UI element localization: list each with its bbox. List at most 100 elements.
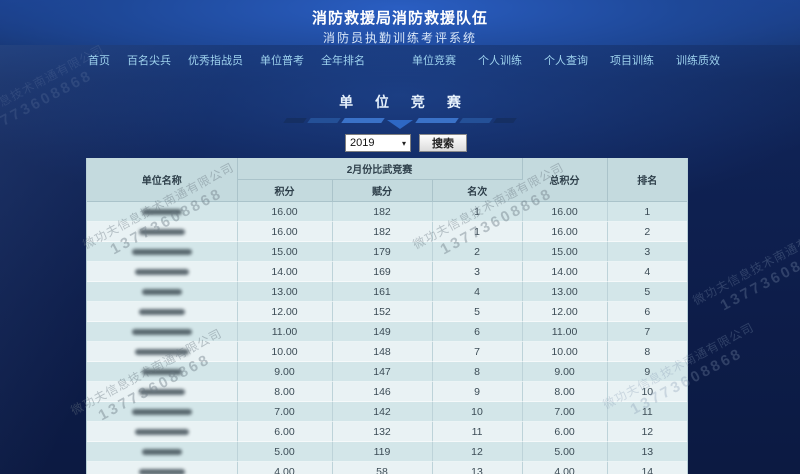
nav-left: 首页 百名尖兵 优秀指战员 单位普考 全年排名 <box>88 52 382 68</box>
redacted-unit-name <box>138 308 185 315</box>
points-cell: 147 <box>332 361 433 382</box>
unit-name-cell <box>87 201 238 222</box>
year-select[interactable]: 2019 ▾ <box>345 134 411 152</box>
redacted-unit-name <box>134 268 189 275</box>
main-nav: 首页 百名尖兵 优秀指战员 单位普考 全年排名 单位竞赛 个人训练 个人查询 项目训练 训练质效 <box>0 45 800 75</box>
total-cell: 16.00 <box>522 201 608 222</box>
nav-right: 单位竞赛 个人训练 个人查询 项目训练 训练质效 <box>390 52 720 68</box>
score-cell: 6.00 <box>237 421 333 442</box>
score-cell: 7.00 <box>237 401 333 422</box>
nav-link[interactable]: 个人查询 <box>544 55 588 67</box>
redacted-unit-name <box>141 448 182 455</box>
nav-link[interactable]: 单位竞赛 <box>412 55 456 67</box>
points-cell: 161 <box>332 281 433 302</box>
table-row: 5.00 119 12 5.00 13 <box>87 441 688 462</box>
total-cell: 9.00 <box>522 361 608 382</box>
points-cell: 179 <box>332 241 433 262</box>
place-cell: 7 <box>432 341 523 362</box>
place-cell: 1 <box>432 201 523 222</box>
rank-cell: 1 <box>607 201 688 222</box>
unit-name-cell <box>87 441 238 462</box>
col-points: 赋分 <box>332 179 433 202</box>
rank-cell: 9 <box>607 361 688 382</box>
table-row: 15.00 179 2 15.00 3 <box>87 241 688 262</box>
unit-name-cell <box>87 341 238 362</box>
nav-link[interactable]: 首页 <box>88 55 110 67</box>
points-cell: 142 <box>332 401 433 422</box>
rank-cell: 11 <box>607 401 688 422</box>
table-row: 4.00 58 13 4.00 14 <box>87 461 688 474</box>
redacted-unit-name <box>131 248 192 255</box>
nav-link[interactable]: 训练质效 <box>676 55 720 67</box>
col-total-score: 总积分 <box>522 158 608 202</box>
score-cell: 14.00 <box>237 261 333 282</box>
total-cell: 5.00 <box>522 441 608 462</box>
points-cell: 152 <box>332 301 433 322</box>
place-cell: 9 <box>432 381 523 402</box>
nav-link[interactable]: 单位普考 <box>260 55 304 67</box>
unit-name-cell <box>87 321 238 342</box>
total-cell: 13.00 <box>522 281 608 302</box>
title-decoration <box>275 117 525 133</box>
points-cell: 149 <box>332 321 433 342</box>
nav-link[interactable]: 项目训练 <box>610 55 654 67</box>
score-cell: 16.00 <box>237 201 333 222</box>
place-cell: 3 <box>432 261 523 282</box>
nav-link[interactable]: 优秀指战员 <box>188 55 243 67</box>
app-subtitle: 消防员执勤训练考评系统 <box>322 31 477 45</box>
unit-name-cell <box>87 361 238 382</box>
year-select-value: 2019 <box>350 137 375 149</box>
rank-cell: 8 <box>607 341 688 362</box>
unit-name-cell <box>87 221 238 242</box>
col-score: 积分 <box>237 179 333 202</box>
rank-cell: 14 <box>607 461 688 474</box>
unit-name-cell <box>87 461 238 474</box>
total-cell: 16.00 <box>522 221 608 242</box>
place-cell: 13 <box>432 461 523 474</box>
rank-cell: 3 <box>607 241 688 262</box>
rank-cell: 6 <box>607 301 688 322</box>
redacted-unit-name <box>138 388 185 395</box>
score-cell: 16.00 <box>237 221 333 242</box>
points-cell: 146 <box>332 381 433 402</box>
unit-name-cell <box>87 261 238 282</box>
table-body: 16.00 182 1 16.00 1 16.00 182 1 16.00 2 <box>87 201 688 474</box>
score-cell: 4.00 <box>237 461 333 474</box>
total-cell: 14.00 <box>522 261 608 282</box>
app-title: 消防救援局消防救援队伍 <box>311 10 488 27</box>
place-cell: 2 <box>432 241 523 262</box>
watermark: 微功夫信息技术南通有限公司 13773608868 <box>690 216 800 315</box>
nav-link[interactable]: 全年排名 <box>321 55 365 67</box>
chevron-down-decoration <box>387 120 413 129</box>
unit-name-cell <box>87 241 238 262</box>
rank-cell: 13 <box>607 441 688 462</box>
total-cell: 10.00 <box>522 341 608 362</box>
total-cell: 15.00 <box>522 241 608 262</box>
table-row: 12.00 152 5 12.00 6 <box>87 301 688 322</box>
table-row: 16.00 182 1 16.00 2 <box>87 221 688 242</box>
table-row: 8.00 146 9 8.00 10 <box>87 381 688 402</box>
unit-name-cell <box>87 401 238 422</box>
nav-link[interactable]: 百名尖兵 <box>127 55 171 67</box>
score-cell: 12.00 <box>237 301 333 322</box>
total-cell: 8.00 <box>522 381 608 402</box>
redacted-unit-name <box>131 408 192 415</box>
search-button[interactable]: 搜索 <box>419 134 467 152</box>
table-row: 6.00 132 11 6.00 12 <box>87 421 688 442</box>
redacted-unit-name <box>138 468 185 474</box>
score-cell: 11.00 <box>237 321 333 342</box>
points-cell: 148 <box>332 341 433 362</box>
competition-table: 单位名称 2月份比武竞赛 总积分 排名 积分 赋分 名次 16.00 <box>86 158 688 474</box>
redacted-unit-name <box>141 368 182 375</box>
nav-link[interactable]: 个人训练 <box>478 55 522 67</box>
place-cell: 6 <box>432 321 523 342</box>
total-cell: 11.00 <box>522 321 608 342</box>
points-cell: 119 <box>332 441 433 462</box>
table-row: 16.00 182 1 16.00 1 <box>87 201 688 222</box>
redacted-unit-name <box>138 228 185 235</box>
place-cell: 4 <box>432 281 523 302</box>
rank-cell: 4 <box>607 261 688 282</box>
place-cell: 5 <box>432 301 523 322</box>
table-row: 9.00 147 8 9.00 9 <box>87 361 688 382</box>
rank-cell: 7 <box>607 321 688 342</box>
